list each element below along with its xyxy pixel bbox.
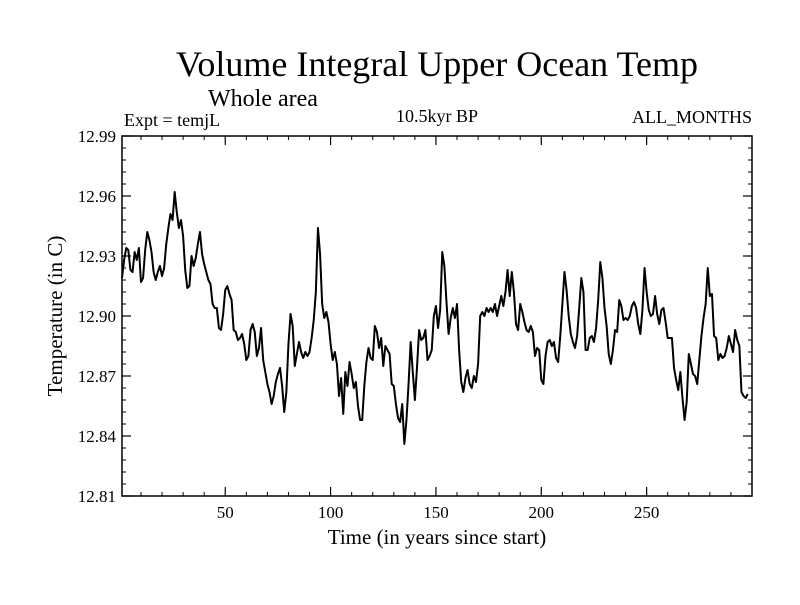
chart-title: Volume Integral Upper Ocean Temp <box>176 44 698 84</box>
series-line-temperature <box>121 191 749 445</box>
period-label: 10.5kyr BP <box>396 106 478 126</box>
y-tick-label: 12.93 <box>78 247 116 266</box>
plot-frame <box>121 135 753 497</box>
experiment-label: Expt = temjL <box>124 110 220 130</box>
y-tick-label: 12.99 <box>78 127 116 146</box>
y-tick-label: 12.84 <box>78 427 117 446</box>
y-tick-label: 12.90 <box>78 307 116 326</box>
ticks-layer: 12.81 12.84 12.87 12.90 12.93 12.96 12.99 50 100… <box>78 127 752 522</box>
x-tick-label: 250 <box>634 503 660 522</box>
y-axis-label: Temperature (in C) <box>43 236 67 397</box>
months-label: ALL_MONTHS <box>632 107 752 127</box>
x-tick-label: 100 <box>318 503 344 522</box>
series-layer <box>121 191 749 445</box>
y-tick-label: 12.87 <box>78 367 117 386</box>
y-tick-label: 12.81 <box>78 487 116 506</box>
x-axis-label: Time (in years since start) <box>328 525 547 549</box>
y-tick-label: 12.96 <box>78 187 116 206</box>
chart-subtitle: Whole area <box>208 86 318 112</box>
x-tick-label: 150 <box>423 503 449 522</box>
x-tick-label: 200 <box>529 503 555 522</box>
x-tick-label: 50 <box>217 503 234 522</box>
